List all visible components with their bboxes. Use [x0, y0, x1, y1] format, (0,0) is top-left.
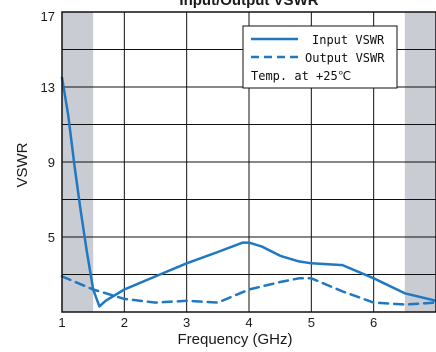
- y-tick-label: 13: [41, 80, 55, 95]
- x-tick-label: 2: [121, 315, 128, 330]
- legend-annotation: Temp. at +25℃: [251, 69, 351, 83]
- x-tick-label: 1: [58, 315, 65, 330]
- x-tick-label: 5: [308, 315, 315, 330]
- y-tick-label: 17: [41, 9, 55, 24]
- y-tick-label: 9: [48, 155, 55, 170]
- series-line-output-vswr: [60, 275, 436, 306]
- y-tick-label: 5: [48, 230, 55, 245]
- y-axis-label: VSWR: [14, 142, 31, 187]
- legend: Input VSWR Output VSWR Temp. at +25℃: [242, 25, 398, 89]
- x-tick-label: 4: [245, 315, 252, 330]
- chart-title: Input/Output VSWR: [179, 0, 318, 9]
- series-line-input-vswr: [60, 76, 436, 308]
- x-axis-label: Frequency (GHz): [177, 331, 292, 348]
- x-tick-label: 6: [370, 315, 377, 330]
- plot-frame: [61, 11, 436, 313]
- x-tick-label: 3: [183, 315, 190, 330]
- legend-output-label: Output VSWR: [305, 51, 385, 65]
- legend-input-label: Input VSWR: [312, 33, 385, 47]
